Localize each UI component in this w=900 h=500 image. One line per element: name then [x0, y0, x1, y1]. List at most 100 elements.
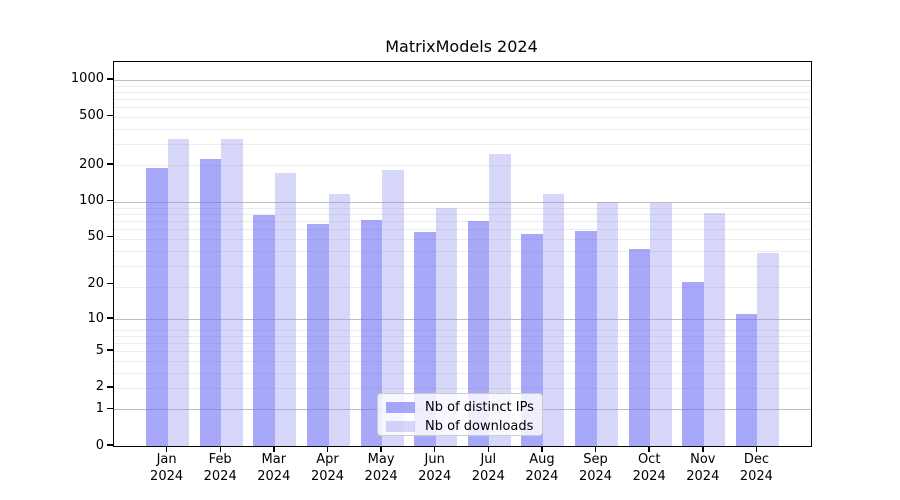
- y-tick-mark-5: [107, 349, 114, 351]
- bar-distinct-ips-jun: [414, 231, 436, 446]
- x-tick-month: Jan: [156, 452, 177, 467]
- y-tick-label-1000: 1000: [70, 71, 104, 87]
- x-tick-mark-dec: [755, 446, 758, 452]
- y-tick-label-20: 20: [87, 276, 104, 292]
- x-tick-month: Aug: [529, 452, 555, 467]
- y-tick-label-1: 1: [95, 400, 104, 416]
- x-tick-month: Oct: [637, 452, 661, 467]
- x-tick-mark-jun: [433, 446, 436, 452]
- gridline-minor-3: [114, 372, 811, 374]
- y-tick-label-500: 500: [79, 108, 104, 124]
- y-tick-label-5: 5: [95, 342, 104, 358]
- gridline-minor-79: [114, 213, 811, 215]
- x-tick-label-nov: Nov 2024: [675, 452, 731, 485]
- legend-label-downloads: Nb of downloads: [425, 418, 534, 434]
- gridline-minor-19: [114, 287, 811, 289]
- y-tick-mark-1: [107, 407, 114, 409]
- x-tick-mark-sep: [594, 446, 597, 452]
- x-tick-mark-may: [380, 446, 382, 452]
- bar-distinct-ips-mar: [253, 214, 275, 446]
- bar-downloads-sep: [596, 201, 618, 446]
- gridline-minor-399: [114, 128, 811, 130]
- x-tick-label-feb: Feb 2024: [192, 452, 248, 485]
- gridline-minor-89: [114, 207, 811, 209]
- gridline-minor-39: [114, 250, 811, 252]
- y-tick-mark-50: [107, 235, 114, 238]
- x-tick-label-apr: Apr 2024: [300, 452, 356, 485]
- gridline-minor-799: [114, 91, 811, 93]
- x-tick-year: 2024: [203, 468, 237, 484]
- gridline-minor-7: [114, 335, 811, 337]
- bar-downloads-aug: [542, 194, 565, 446]
- gridline-minor-29: [114, 265, 811, 267]
- bar-downloads-dec: [757, 253, 779, 446]
- x-tick-mark-apr: [326, 446, 329, 452]
- x-tick-label-aug: Aug 2024: [514, 452, 570, 485]
- bar-downloads-jun: [435, 207, 458, 446]
- bar-distinct-ips-jul: [467, 220, 490, 446]
- x-tick-year: 2024: [418, 468, 452, 484]
- gridline-minor-499: [114, 116, 811, 118]
- gridline-major-10: [114, 319, 811, 320]
- y-tick-mark-20: [107, 282, 114, 285]
- bar-distinct-ips-dec: [735, 314, 758, 446]
- x-tick-mark-mar: [273, 446, 275, 452]
- x-tick-year: 2024: [686, 468, 720, 484]
- x-tick-year: 2024: [739, 468, 773, 484]
- x-tick-year: 2024: [525, 468, 559, 484]
- bar-downloads-jul: [489, 154, 511, 446]
- x-tick-month: Nov: [690, 452, 716, 467]
- x-tick-label-mar: Mar 2024: [246, 452, 302, 485]
- gridline-minor-2: [114, 387, 811, 389]
- x-tick-year: 2024: [471, 468, 505, 484]
- gridline-minor-899: [114, 85, 811, 87]
- bar-downloads-apr: [328, 194, 350, 446]
- x-tick-mark-jul: [487, 446, 490, 452]
- bar-downloads-nov: [703, 213, 726, 446]
- y-tick-mark-0: [107, 444, 114, 446]
- bar-downloads-jan: [167, 139, 190, 446]
- bar-downloads-may: [382, 170, 404, 446]
- x-tick-month: Mar: [261, 452, 287, 467]
- bar-distinct-ips-sep: [575, 230, 597, 446]
- gridline-minor-299: [114, 143, 811, 145]
- bar-distinct-ips-oct: [628, 249, 651, 446]
- y-tick-mark-2: [107, 386, 114, 388]
- gridline-minor-69: [114, 220, 811, 222]
- y-tick-label-10: 10: [87, 310, 104, 326]
- x-tick-label-jan: Jan 2024: [139, 452, 195, 485]
- x-tick-month: Sep: [583, 452, 608, 467]
- legend-swatch-distinct-ips-icon: [386, 401, 415, 413]
- bar-downloads-mar: [274, 172, 297, 446]
- gridline-minor-8: [114, 329, 811, 331]
- x-tick-month: Feb: [208, 452, 232, 467]
- y-tick-label-200: 200: [79, 156, 104, 172]
- legend-item-downloads: Nb of downloads: [378, 417, 542, 435]
- y-tick-label-100: 100: [79, 193, 104, 208]
- y-tick-mark-200: [107, 163, 114, 165]
- x-tick-month: Jul: [480, 452, 497, 467]
- x-tick-month: May: [367, 452, 395, 467]
- x-tick-month: Dec: [743, 452, 769, 467]
- y-tick-mark-100: [107, 199, 114, 202]
- x-tick-label-jul: Jul 2024: [460, 452, 516, 485]
- bar-distinct-ips-feb: [199, 158, 222, 446]
- legend-swatch-downloads-icon: [386, 420, 415, 432]
- gridline-minor-599: [114, 107, 811, 109]
- x-tick-mark-feb: [219, 446, 221, 452]
- bar-distinct-ips-aug: [521, 233, 543, 446]
- y-tick-mark-500: [107, 114, 114, 117]
- gridline-minor-59: [114, 229, 811, 231]
- x-tick-month: Apr: [316, 452, 339, 467]
- x-tick-year: 2024: [150, 468, 184, 484]
- x-tick-label-may: May 2024: [353, 452, 409, 485]
- bar-downloads-feb: [221, 138, 243, 446]
- y-tick-mark-10: [107, 317, 114, 319]
- gridline-major-1000: [114, 79, 811, 81]
- gridline-minor-4: [114, 360, 811, 362]
- gridline-major-100: [114, 201, 811, 203]
- chart-title: MatrixModels 2024: [385, 37, 538, 56]
- y-tick-label-50: 50: [87, 229, 104, 245]
- x-tick-month: Jun: [424, 452, 445, 467]
